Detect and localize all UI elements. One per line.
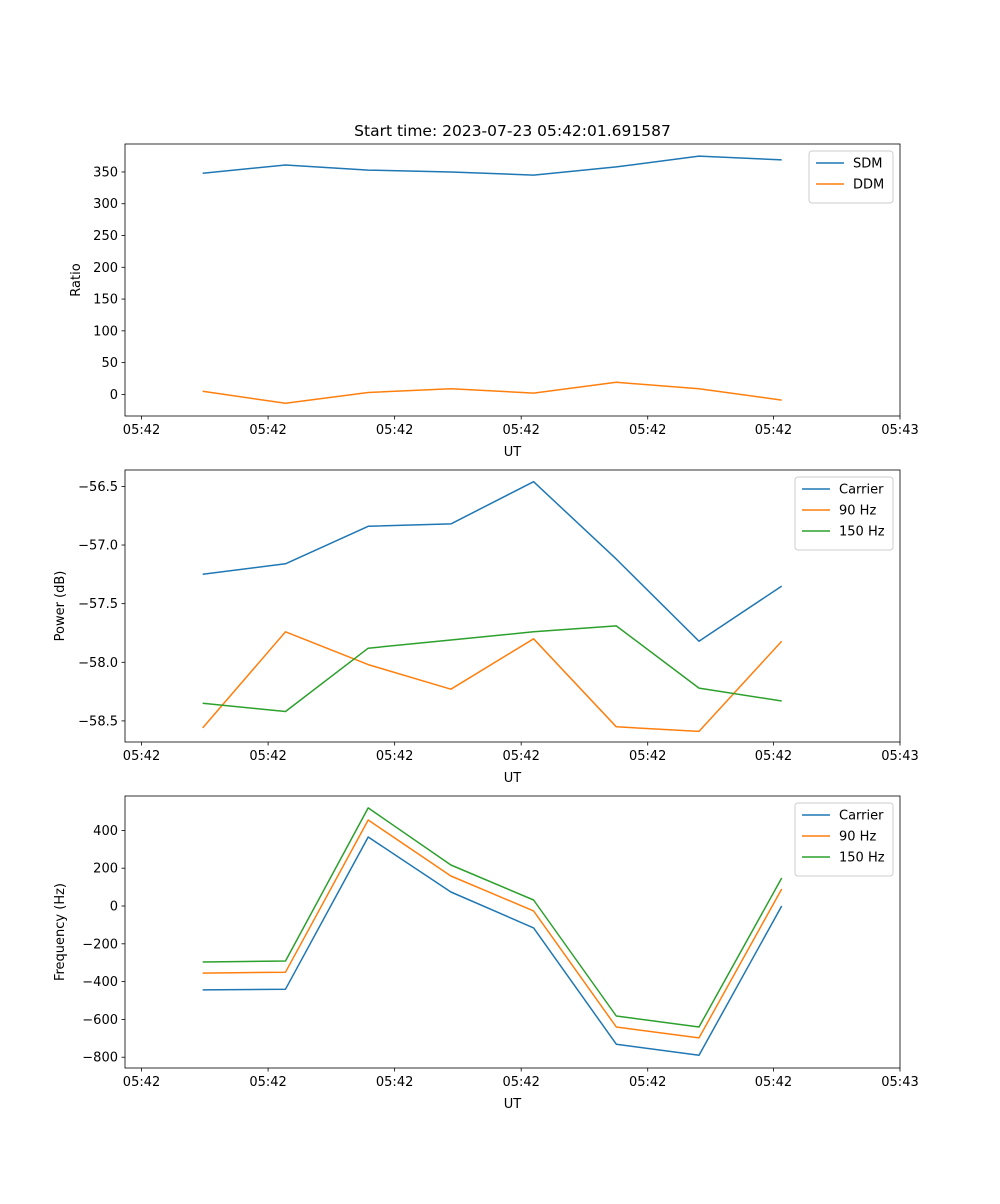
- x-tick-label: 05:43: [881, 749, 918, 764]
- x-tick-label: 05:43: [881, 1075, 918, 1090]
- series-line-ddm: [202, 381, 782, 405]
- x-tick-label: 05:42: [249, 423, 286, 438]
- x-axis-label: UT: [504, 1097, 522, 1112]
- x-tick-label: 05:42: [123, 423, 160, 438]
- x-tick-label: 05:42: [755, 423, 792, 438]
- y-tick-label: 350: [93, 165, 118, 180]
- x-tick-label: 05:42: [376, 749, 413, 764]
- y-tick-label: 200: [93, 261, 118, 276]
- x-tick-label: 05:42: [629, 749, 666, 764]
- legend-label: DDM: [853, 178, 884, 193]
- x-axis-label: UT: [504, 771, 522, 786]
- subplot-1: 05:42 05:42 05:42 05:42 05:42 05:42 05:43 0 50 10…: [69, 122, 919, 460]
- x-tick-label: 05:42: [249, 749, 286, 764]
- legend-label: 90 Hz: [839, 504, 876, 519]
- x-tick-label: 05:42: [376, 423, 413, 438]
- legend-label: 150 Hz: [839, 851, 885, 866]
- series-line-carrier: [202, 480, 783, 642]
- y-tick-label: −800: [82, 1051, 118, 1066]
- x-axis-label: UT: [504, 445, 522, 460]
- x-tick-label: 05:43: [881, 423, 918, 438]
- series-line-150-hz: [202, 625, 782, 713]
- y-axis-label: Power (dB): [53, 571, 68, 642]
- y-tick-label: −57.0: [78, 539, 118, 554]
- subplot-2: 05:42 05:42 05:42 05:42 05:42 05:42 05:43 −58.5…: [53, 469, 919, 786]
- x-tick-label: 05:42: [123, 1075, 160, 1090]
- y-axis-label: Ratio: [69, 263, 84, 296]
- series-line-carrier: [202, 836, 783, 1057]
- x-tick-label: 05:42: [502, 423, 539, 438]
- y-tick-label: −58.5: [78, 714, 118, 729]
- axes-frame: [124, 469, 901, 743]
- series-line-90-hz: [202, 631, 783, 733]
- x-tick-label: 05:42: [376, 1075, 413, 1090]
- subplot-3: 05:42 05:42 05:42 05:42 05:42 05:42 05:43 −800 −…: [53, 795, 919, 1112]
- legend-label: SDM: [853, 157, 882, 172]
- legend-box: [808, 150, 894, 204]
- series-line-90-hz: [202, 819, 783, 1039]
- y-axis-label: Frequency (Hz): [53, 883, 68, 981]
- x-tick-label: 05:42: [629, 423, 666, 438]
- legend-label: 90 Hz: [839, 830, 876, 845]
- x-tick-label: 05:42: [629, 1075, 666, 1090]
- y-tick-label: 50: [101, 356, 118, 371]
- y-tick-label: 0: [110, 900, 118, 915]
- chart-title: Start time: 2023-07-23 05:42:01.691587: [354, 122, 671, 140]
- x-tick-label: 05:42: [502, 749, 539, 764]
- y-tick-label: −56.5: [78, 480, 118, 495]
- x-tick-label: 05:42: [502, 1075, 539, 1090]
- y-tick-label: 400: [93, 824, 118, 839]
- y-tick-label: −400: [82, 975, 118, 990]
- legend: Carrier 90 Hz 150 Hz: [794, 802, 894, 877]
- y-tick-label: 150: [93, 293, 118, 308]
- x-tick-label: 05:42: [755, 1075, 792, 1090]
- x-tick-label: 05:42: [755, 749, 792, 764]
- y-tick-label: −600: [82, 1013, 118, 1028]
- y-tick-label: −57.5: [78, 597, 118, 612]
- legend-label: Carrier: [839, 483, 884, 498]
- y-tick-label: −200: [82, 937, 118, 952]
- legend-label: 150 Hz: [839, 525, 885, 540]
- y-tick-label: 100: [93, 324, 118, 339]
- x-tick-label: 05:42: [249, 1075, 286, 1090]
- y-tick-label: 300: [93, 197, 118, 212]
- x-tick-label: 05:42: [123, 749, 160, 764]
- legend-label: Carrier: [839, 809, 884, 824]
- axes-frame: [124, 143, 901, 417]
- y-tick-label: 250: [93, 229, 118, 244]
- axes-frame: [124, 795, 901, 1069]
- legend: SDM DDM: [808, 150, 894, 204]
- y-tick-label: 0: [110, 388, 118, 403]
- series-line-sdm: [202, 155, 782, 176]
- y-tick-label: 200: [93, 862, 118, 877]
- legend: Carrier 90 Hz 150 Hz: [794, 476, 894, 551]
- y-tick-label: −58.0: [78, 656, 118, 671]
- series-line-150-hz: [202, 807, 783, 1028]
